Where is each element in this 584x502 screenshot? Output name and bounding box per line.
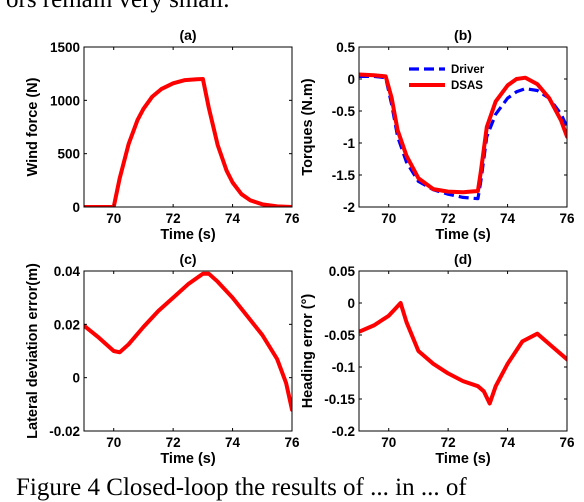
y-tick-label-b-4: -1.5 <box>332 168 356 183</box>
y-tick-label-d-2: -0.05 <box>324 328 355 343</box>
legend-label-b-1: DSAS <box>451 80 483 92</box>
y-tick-label-c-0: 0.04 <box>54 264 81 279</box>
y-tick-label-d-0: 0.05 <box>329 264 356 279</box>
y-tick-label-c-1: 0.02 <box>54 317 80 332</box>
y-tick-label-b-0: 0.5 <box>336 40 355 55</box>
x-axis-label-b: Time (s) <box>435 227 491 243</box>
y-axis-label-b: Torques (N.m) <box>300 78 316 175</box>
x-tick-label-a-1: 72 <box>166 211 181 226</box>
y-tick-label-d-4: -0.15 <box>324 392 355 407</box>
y-tick-label-d-3: -0.1 <box>332 360 356 375</box>
top-body-text: ors remain very small. <box>6 0 230 14</box>
y-tick-label-a-0: 0 <box>72 200 80 215</box>
series-line-d-0 <box>359 301 567 406</box>
y-tick-label-a-2: 1000 <box>50 93 80 108</box>
y-axis-label-a: Wind force (N) <box>25 77 41 176</box>
axes-frame-d <box>358 270 568 432</box>
plot-area-d <box>359 271 567 431</box>
plot-area-a <box>84 47 292 207</box>
x-tick-label-a-3: 76 <box>284 211 300 226</box>
plot-area-b <box>359 47 567 207</box>
y-tick-label-b-2: -0.5 <box>332 104 356 119</box>
x-tick-label-b-3: 76 <box>559 211 575 226</box>
axes-frame-c <box>83 270 293 432</box>
y-axis-label-c: Lateral deviation error(m) <box>25 263 41 439</box>
y-tick-label-c-2: 0 <box>72 371 80 386</box>
x-tick-label-d-2: 74 <box>500 435 516 450</box>
chart-title-a: (a) <box>179 27 196 43</box>
y-tick-label-b-1: 0 <box>347 72 355 87</box>
x-tick-label-a-2: 74 <box>225 211 241 226</box>
plot-panel-c: (c) 70 72 74 76 0.04 0.02 0 -0.02 Time (s) Lateral… <box>25 251 300 467</box>
x-tick-label-b-1: 72 <box>441 211 456 226</box>
x-tick-label-d-1: 72 <box>441 435 456 450</box>
x-tick-label-a-0: 70 <box>106 211 121 226</box>
x-axis-label-d: Time (s) <box>435 451 491 467</box>
x-tick-label-d-3: 76 <box>559 435 575 450</box>
y-tick-label-b-5: -2 <box>343 200 355 215</box>
plot-panel-d: (d) 70 72 74 76 0.05 0 -0.05 -0.1 -0.15 -0.2 Time (… <box>300 251 575 467</box>
axes-frame-a <box>83 46 293 208</box>
axes-frame-b <box>358 46 568 208</box>
legend-label-b-0: Driver <box>451 64 485 76</box>
y-tick-label-c-3: -0.02 <box>49 424 80 439</box>
plot-panel-a: (a) 70 72 74 76 0 500 1000 1500 Time (s) Wind forc… <box>25 27 300 243</box>
x-tick-label-c-3: 76 <box>284 435 300 450</box>
chart-title-d: (d) <box>454 251 472 267</box>
y-tick-label-d-1: 0 <box>347 296 355 311</box>
y-tick-label-b-3: -1 <box>343 136 355 151</box>
plot-panel-b: (b) 70 72 74 76 0.5 0 -0.5 -1 -1.5 -2 Time (s) Torqu… <box>300 27 575 243</box>
x-tick-label-c-2: 74 <box>225 435 241 450</box>
x-tick-label-c-1: 72 <box>166 435 181 450</box>
series-line-c-0 <box>84 271 292 412</box>
x-tick-label-d-0: 70 <box>381 435 396 450</box>
x-tick-label-b-0: 70 <box>381 211 396 226</box>
figure-caption-text: Figure 4 Closed-loop the results of ... … <box>16 474 467 501</box>
chart-title-c: (c) <box>179 251 196 267</box>
chart-title-b: (b) <box>454 27 472 43</box>
y-tick-label-a-3: 1500 <box>50 40 80 55</box>
y-axis-label-d: Heading error (°) <box>300 294 316 409</box>
series-line-a-0 <box>84 77 292 207</box>
x-axis-label-a: Time (s) <box>160 227 216 243</box>
y-tick-label-a-1: 500 <box>57 147 80 162</box>
series-line-b-1 <box>359 72 567 195</box>
x-axis-label-c: Time (s) <box>160 451 216 467</box>
x-tick-label-b-2: 74 <box>500 211 516 226</box>
x-tick-label-c-0: 70 <box>106 435 121 450</box>
y-tick-label-d-5: -0.2 <box>332 424 355 439</box>
